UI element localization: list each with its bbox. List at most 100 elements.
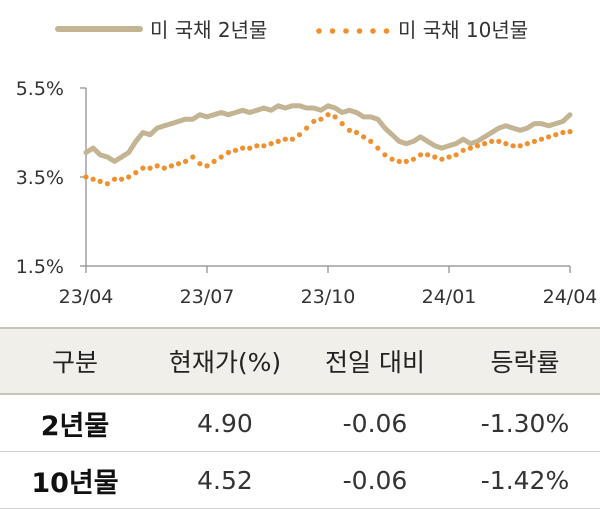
series-10y-point — [211, 158, 217, 164]
series-10y-point — [560, 129, 566, 136]
series-10y-point — [183, 158, 189, 164]
legend-swatch-10y-dot — [316, 28, 322, 34]
cell-rate: -1.42% — [450, 451, 600, 509]
row-label: 10년물 — [0, 451, 150, 509]
series-10y-point — [119, 176, 125, 182]
series-10y-point — [240, 145, 246, 151]
x-tick-label: 24/01 — [422, 286, 477, 308]
series-10y-point — [218, 154, 224, 160]
legend-swatch-10y-dot — [343, 28, 349, 34]
series-10y-point — [453, 152, 459, 158]
series-10y-point — [318, 116, 324, 122]
plot-area — [83, 103, 573, 187]
series-10y-point — [204, 163, 210, 169]
table-header-row: 구분 현재가(%) 전일 대비 등락률 — [0, 327, 600, 395]
x-tick-label: 23/04 — [59, 286, 114, 308]
chart-legend: 미 국채 2년물 미 국채 10년물 — [55, 18, 528, 42]
legend-swatch-10y-dot — [370, 28, 376, 34]
series-10y-point — [190, 154, 196, 160]
series-10y-point — [524, 141, 530, 147]
series-10y-point — [403, 158, 409, 164]
series-10y-point — [126, 174, 132, 180]
series-10y-point — [467, 145, 473, 151]
series-10y-point — [346, 127, 352, 133]
series-10y-point — [296, 132, 303, 138]
series-10y-point — [133, 170, 139, 176]
series-10y-point — [489, 138, 495, 144]
series-10y-point — [197, 161, 203, 167]
series-10y-point — [154, 163, 160, 169]
series-10y-point — [282, 136, 288, 142]
series-10y-point — [261, 143, 267, 149]
series-10y-point — [304, 125, 310, 131]
series-10y-point — [446, 154, 452, 160]
yield-line-chart: 미 국채 2년물 미 국채 10년물 5.5% 3.5% 1.5% 23/04 23/07… — [16, 18, 598, 308]
header-current-price: 현재가(%) — [150, 327, 300, 395]
series-10y-point — [147, 165, 153, 171]
cell-rate: -1.30% — [450, 394, 600, 452]
series-10y-point — [168, 163, 174, 169]
chart-axes: 5.5% 3.5% 1.5% 23/04 23/07 23/10 24/01 24/04 — [16, 78, 598, 308]
series-10y-point — [232, 147, 239, 153]
series-10y-point — [161, 165, 167, 171]
legend-swatch-10y-dot — [383, 28, 390, 34]
series-10y-point — [247, 145, 253, 151]
series-10y-point — [510, 143, 516, 149]
cell-price: 4.52 — [150, 451, 300, 509]
series-10y-point — [289, 136, 295, 142]
header-category: 구분 — [0, 327, 150, 395]
series-10y-point — [339, 121, 345, 127]
cell-change: -0.06 — [300, 394, 450, 452]
series-10y-point — [325, 112, 331, 118]
series-10y-point — [460, 147, 466, 153]
table-row-2y: 2년물 4.90 -0.06 -1.30% — [0, 394, 600, 452]
series-10y-point — [517, 143, 523, 149]
series-10y-point — [225, 149, 231, 156]
legend-swatch-10y-dot — [329, 28, 336, 34]
series-10y-point — [410, 156, 416, 162]
series-10y-point — [567, 129, 573, 135]
series-10y-point — [425, 152, 431, 158]
series-10y-point — [375, 145, 381, 151]
header-daily-change: 전일 대비 — [300, 327, 450, 395]
series-10y-point — [140, 165, 146, 171]
series-10y-point — [104, 181, 110, 187]
series-10y-point — [503, 141, 509, 147]
cell-price: 4.90 — [150, 394, 300, 452]
series-10y-point — [474, 143, 481, 149]
series-10y-point — [368, 138, 374, 144]
row-label: 2년물 — [0, 394, 150, 452]
series-10y-point — [97, 178, 103, 184]
table-row-10y: 10년물 4.52 -0.06 -1.42% — [0, 451, 600, 509]
series-2y-line — [83, 103, 573, 164]
x-tick-label: 24/04 — [543, 286, 598, 308]
series-10y-point — [396, 158, 402, 164]
legend-swatch-10y-dot — [356, 28, 363, 34]
series-10y-point — [254, 143, 260, 149]
series-10y-point — [268, 141, 274, 147]
x-tick-label: 23/07 — [180, 286, 235, 308]
series-10y-point — [482, 141, 488, 147]
series-10y-point — [439, 156, 445, 162]
series-10y-point — [382, 152, 388, 158]
series-10y-point — [546, 134, 552, 140]
y-tick-label: 5.5% — [16, 78, 64, 100]
series-10y-point — [111, 176, 118, 182]
series-10y-point — [553, 132, 559, 138]
header-change-rate: 등락률 — [450, 327, 600, 395]
series-10y-point — [538, 136, 545, 142]
series-10y-point — [361, 134, 367, 140]
y-tick-label: 3.5% — [16, 167, 64, 189]
yield-table: 구분 현재가(%) 전일 대비 등락률 2년물 4.90 -0.06 -1.30… — [0, 327, 600, 509]
series-10y-point — [332, 114, 338, 120]
y-tick-label: 1.5% — [16, 256, 64, 278]
series-10y-point — [417, 152, 424, 158]
series-10y-point — [496, 138, 502, 144]
series-10y-point — [175, 161, 182, 167]
legend-label-10y: 미 국채 10년물 — [398, 18, 528, 42]
series-10y-point — [432, 154, 438, 160]
cell-change: -0.06 — [300, 451, 450, 509]
series-10y-point — [353, 129, 360, 136]
series-10y-point — [275, 138, 281, 144]
x-tick-label: 23/10 — [301, 286, 356, 308]
